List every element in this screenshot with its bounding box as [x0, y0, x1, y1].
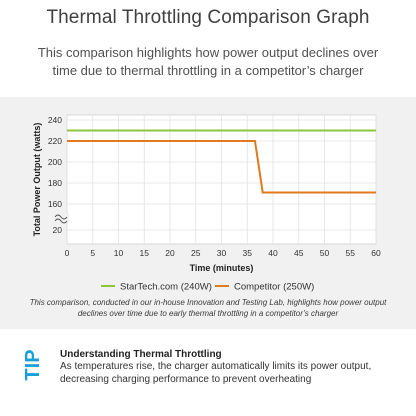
x-tick-label: 30 — [217, 248, 227, 258]
x-tick-label: 50 — [320, 248, 330, 258]
tip-badge-icon: TIP — [22, 349, 44, 380]
y-axis-label: Total Power Output (watts) — [32, 123, 42, 237]
x-tick-label: 35 — [243, 248, 253, 258]
x-tick-label: 45 — [294, 248, 304, 258]
axis-break-mark — [54, 214, 68, 220]
legend-label: StarTech.com (240W) — [120, 282, 212, 293]
page-title: Thermal Throttling Comparison Graph — [46, 7, 370, 28]
x-tick-label: 5 — [90, 248, 95, 258]
tip-body: As temperatures rise, the charger automa… — [60, 361, 372, 385]
line-chart: 0 5 10 15 20 25 30 35 40 45 50 55 60 20 160 180 200 220 24… — [32, 114, 381, 293]
tip-badge-label: TIP — [22, 349, 44, 380]
page-subtitle: This comparison highlights how power out… — [37, 45, 379, 78]
y-tick-label: 20 — [53, 225, 63, 235]
chart-panel: 0 5 10 15 20 25 30 35 40 45 50 55 60 20 160 180 200 220 24… — [0, 97, 416, 329]
y-tick-label: 240 — [48, 115, 62, 125]
chart-caption: This comparison, conducted in our in-hou… — [29, 298, 387, 318]
x-tick-label: 55 — [346, 248, 356, 258]
legend-label: Competitor (250W) — [234, 282, 314, 293]
x-axis-label: Time (minutes) — [190, 263, 254, 273]
x-tick-label: 20 — [165, 248, 175, 258]
x-tick-label: 0 — [65, 248, 70, 258]
x-tick-label: 40 — [268, 248, 278, 258]
y-tick-label: 220 — [48, 136, 62, 146]
y-tick-label: 200 — [48, 157, 62, 167]
series-line-competitor — [67, 140, 376, 194]
y-tick-label: 160 — [48, 199, 62, 209]
x-tick-label: 15 — [140, 248, 150, 258]
axis-break-mark — [54, 218, 68, 224]
y-tick-label: 180 — [48, 178, 62, 188]
x-tick-label: 10 — [114, 248, 124, 258]
x-tick-label: 60 — [371, 248, 381, 258]
x-tick-label: 25 — [191, 248, 201, 258]
tip-heading: Understanding Thermal Throttling — [60, 349, 222, 360]
